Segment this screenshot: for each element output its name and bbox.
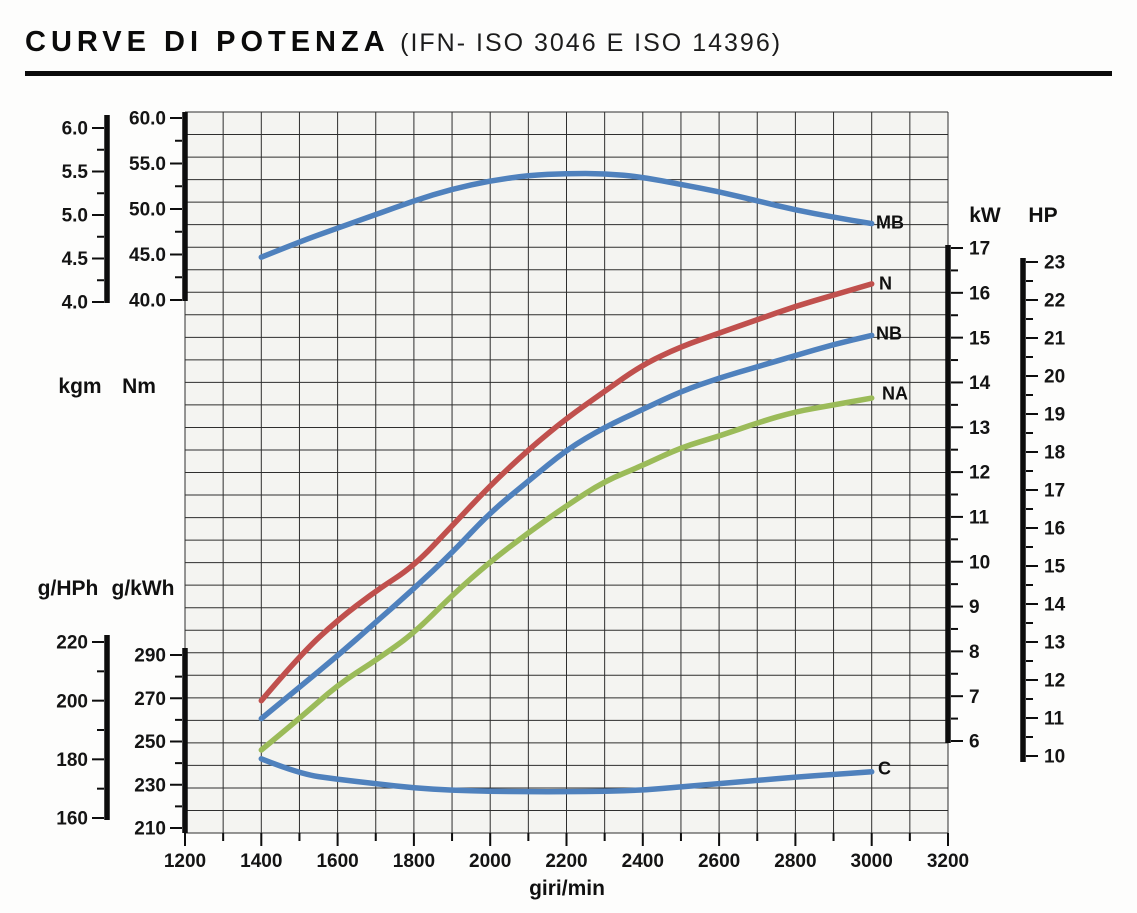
tick-label: 2400	[622, 851, 664, 872]
tick-label: 290	[134, 646, 166, 667]
tick-label: 2800	[774, 851, 816, 872]
tick-label: 11	[969, 508, 990, 529]
tick-label: 10	[1044, 747, 1065, 768]
x-axis-title: giri/min	[529, 877, 605, 900]
title-sub: (IFN- ISO 3046 E ISO 14396)	[400, 29, 783, 57]
tick-label: 1600	[316, 851, 358, 872]
axis-unit-gkwh: g/kWh	[111, 577, 175, 600]
curve-label-mb: MB	[876, 212, 904, 233]
tick-label: 13	[969, 418, 990, 439]
curve-N	[258, 281, 875, 704]
tick-label: 45.0	[129, 245, 166, 266]
tick-label: 17	[1044, 481, 1065, 502]
tick-label: 17	[969, 239, 990, 260]
ruler-ghph: 220 200 180 160	[56, 633, 110, 830]
page-title: CURVE DI POTENZA (IFN- ISO 3046 E ISO 14…	[25, 26, 782, 59]
tick-label: 22	[1044, 291, 1065, 312]
tick-label: 13	[1044, 633, 1065, 654]
axis-unit-kgm: kgm	[58, 375, 102, 398]
tick-label: 6.0	[62, 119, 88, 140]
tick-label: 18	[1044, 443, 1065, 464]
tick-label: 4.5	[62, 249, 89, 270]
axis-unit-hp: HP	[1028, 204, 1058, 227]
curve-label-na: NA	[882, 383, 908, 404]
tick-label: 3000	[851, 851, 893, 872]
tick-label: 15	[969, 328, 991, 349]
axis-unit-nm: Nm	[122, 375, 156, 398]
tick-label: 15	[1044, 557, 1066, 578]
tick-label: 1400	[240, 851, 282, 872]
tick-label: 21	[1044, 329, 1066, 350]
tick-label: 1800	[393, 851, 435, 872]
tick-label: 200	[56, 691, 88, 712]
tick-label: 60.0	[129, 109, 166, 130]
curve-C	[258, 756, 875, 795]
ruler-kgm: 6.0 5.5 5.0 4.5 4.0	[62, 115, 110, 314]
tick-label: 9	[969, 597, 980, 618]
tick-label: 2600	[698, 851, 740, 872]
curve-label-nb: NB	[876, 323, 902, 344]
tick-label: 2000	[469, 851, 511, 872]
tick-label: 180	[56, 750, 88, 771]
tick-label: 12	[969, 463, 990, 484]
tick-label: 5.0	[62, 206, 88, 227]
tick-label: 230	[134, 775, 166, 796]
tick-label: 55.0	[129, 154, 166, 175]
tick-label: 12	[1044, 671, 1065, 692]
tick-label: 16	[969, 283, 990, 304]
tick-label: 220	[56, 633, 88, 654]
tick-label: 23	[1044, 253, 1065, 274]
tick-label: 40.0	[129, 291, 166, 312]
curve-label-c: C	[878, 758, 891, 779]
title-main: CURVE DI POTENZA	[25, 26, 390, 58]
tick-label: 14	[969, 373, 991, 394]
tick-label: 50.0	[129, 200, 166, 221]
tick-label: 1200	[164, 851, 206, 872]
ruler-gkwh: 290 270 250 230 210	[134, 646, 188, 840]
tick-label: 11	[1044, 709, 1065, 730]
tick-label: 14	[1044, 595, 1066, 616]
x-axis: 1200 1400 1600 1800 2000 2200 2400 2600 2800 3000…	[164, 833, 969, 872]
axis-unit-kw: kW	[969, 204, 1001, 227]
curve-NB	[258, 332, 875, 722]
tick-label: 4.0	[62, 293, 88, 314]
tick-label: 3200	[927, 851, 969, 872]
tick-label: 7	[969, 687, 980, 708]
curve-MB	[258, 170, 875, 260]
tick-label: 250	[134, 732, 166, 753]
tick-label: 210	[134, 819, 166, 840]
tick-label: 16	[1044, 519, 1065, 540]
ruler-nm: 60.0 55.0 50.0 45.0 40.0	[129, 109, 188, 312]
tick-label: 5.5	[62, 162, 89, 183]
tick-label: 160	[56, 809, 88, 830]
tick-label: 10	[969, 552, 990, 573]
tick-label: 19	[1044, 405, 1065, 426]
curve-label-n: N	[879, 273, 892, 294]
ruler-hp: 23 22 21 20 19 18 17 16 15 14 13 12 11 10	[1020, 253, 1066, 768]
tick-label: 8	[969, 642, 980, 663]
axis-unit-ghph: g/HPh	[37, 577, 99, 600]
tick-label: 6	[969, 732, 980, 753]
tick-label: 270	[134, 689, 166, 710]
curve-NA	[258, 395, 875, 753]
tick-label: 2200	[545, 851, 587, 872]
ruler-kw: 17 16 15 14 13 12 11 10 9 8 7 6	[945, 239, 991, 753]
plot-grid	[184, 111, 949, 834]
tick-label: 20	[1044, 367, 1065, 388]
title-underline	[25, 71, 1112, 76]
